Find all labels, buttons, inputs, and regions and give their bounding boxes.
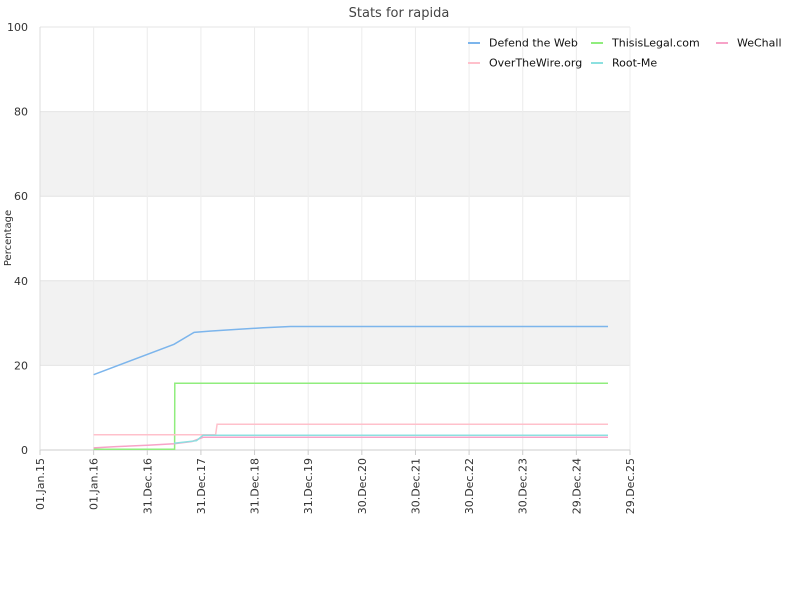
legend-label: WeChall xyxy=(737,37,782,50)
x-axis-ticks: 01.Jan.15 01.Jan.16 31.Dec.16 31.Dec.17 31.D… xyxy=(34,450,637,514)
y-tick-label: 80 xyxy=(14,106,28,119)
series-line-overthewire-org xyxy=(93,423,608,436)
x-tick-label: 01.Jan.16 xyxy=(88,458,101,510)
series-line-wechall xyxy=(93,436,608,449)
x-tick-label: 30.Dec.20 xyxy=(356,458,369,514)
y-tick-label: 20 xyxy=(14,359,28,372)
legend-label: Root-Me xyxy=(612,57,657,70)
y-axis-label: Percentage xyxy=(3,210,14,266)
plot-band xyxy=(40,280,630,366)
x-tick-label: 29.Dec.25 xyxy=(624,458,637,514)
x-tick-label: 29.Dec.24 xyxy=(570,458,583,514)
legend-label: OverTheWire.org xyxy=(489,57,582,70)
series-lines xyxy=(93,325,608,450)
x-tick-label: 31.Dec.16 xyxy=(141,458,154,514)
series-line-thisislegal-com xyxy=(93,382,608,450)
x-tick-label: 01.Jan.15 xyxy=(34,458,47,510)
x-tick-label: 31.Dec.17 xyxy=(195,458,208,514)
legend-label: Defend the Web xyxy=(489,37,578,50)
plot-bands xyxy=(40,111,630,366)
y-tick-label: 60 xyxy=(14,190,28,203)
x-tick-label: 31.Dec.18 xyxy=(249,458,262,514)
series-line-defend-the-web xyxy=(93,325,608,376)
y-tick-label: 100 xyxy=(7,21,28,34)
series-line-root-me xyxy=(173,434,608,444)
x-tick-label: 31.Dec.19 xyxy=(302,458,315,514)
y-tick-label: 40 xyxy=(14,275,28,288)
legend-label: ThisisLegal.com xyxy=(611,37,700,50)
chart-title: Stats for rapida xyxy=(349,6,450,21)
plot-band xyxy=(40,111,630,197)
grid-lines xyxy=(39,26,631,451)
x-tick-label: 30.Dec.23 xyxy=(517,458,530,514)
x-tick-label: 30.Dec.21 xyxy=(409,458,422,514)
y-axis-ticks: 0 20 40 60 80 100 xyxy=(7,21,28,457)
x-tick-label: 30.Dec.22 xyxy=(463,458,476,514)
legend: Defend the Web ThisisLegal.com WeChall Over… xyxy=(468,37,782,70)
y-tick-label: 0 xyxy=(21,444,28,457)
